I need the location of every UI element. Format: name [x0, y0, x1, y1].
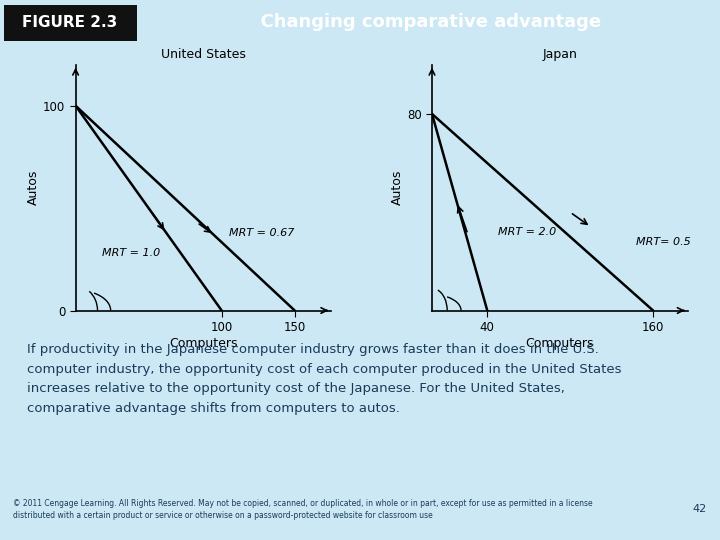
Text: If productivity in the Japanese computer industry grows faster than it does in t: If productivity in the Japanese computer…	[27, 343, 622, 415]
X-axis label: Computers: Computers	[526, 337, 594, 350]
Bar	[4, 5, 137, 42]
Text: MRT= 0.5: MRT= 0.5	[636, 237, 691, 247]
Title: Japan: Japan	[542, 48, 577, 61]
Title: United States: United States	[161, 48, 246, 61]
Text: MRT = 0.67: MRT = 0.67	[229, 228, 294, 238]
Y-axis label: Autos: Autos	[27, 170, 40, 205]
Text: © 2011 Cengage Learning. All Rights Reserved. May not be copied, scanned, or dup: © 2011 Cengage Learning. All Rights Rese…	[13, 499, 593, 520]
Text: FIGURE 2.3: FIGURE 2.3	[22, 15, 117, 30]
Text: 42: 42	[693, 503, 707, 514]
Text: Changing comparative advantage: Changing comparative advantage	[248, 13, 601, 31]
Y-axis label: Autos: Autos	[391, 170, 404, 205]
X-axis label: Computers: Computers	[169, 337, 238, 350]
Text: MRT = 2.0: MRT = 2.0	[498, 227, 557, 237]
Text: MRT = 1.0: MRT = 1.0	[102, 248, 160, 258]
